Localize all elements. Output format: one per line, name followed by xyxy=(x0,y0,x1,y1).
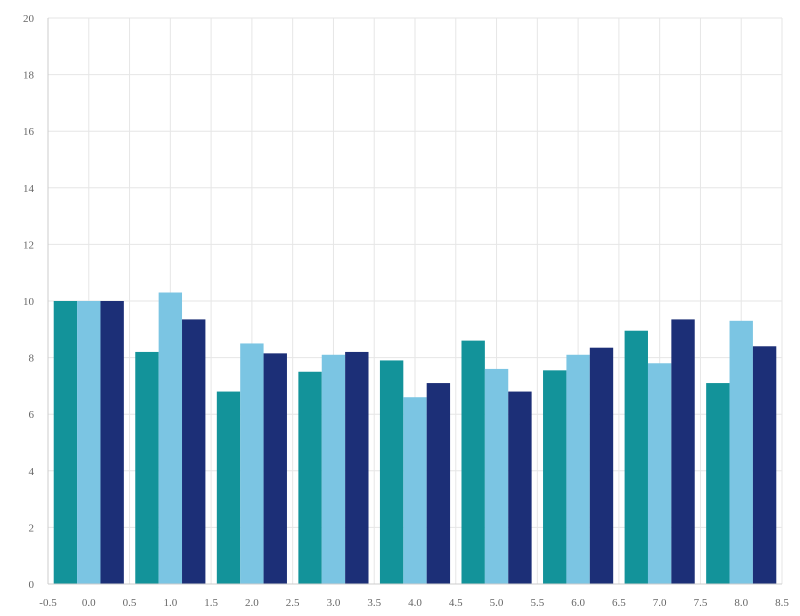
x-tick-label: 6.0 xyxy=(571,597,585,609)
x-tick-label: 2.0 xyxy=(245,597,259,609)
x-tick-label: 1.5 xyxy=(204,597,218,609)
x-tick-label: 2.5 xyxy=(286,597,300,609)
bar xyxy=(100,301,124,584)
x-tick-label: 0.5 xyxy=(123,597,137,609)
x-tick-label: 3.5 xyxy=(367,597,381,609)
y-tick-label: 8 xyxy=(29,353,35,365)
x-tick-label: -0.5 xyxy=(39,597,57,609)
bar xyxy=(321,354,346,584)
x-tick-label: 4.0 xyxy=(408,597,422,609)
bar xyxy=(216,391,241,584)
bar xyxy=(729,320,753,584)
bar xyxy=(240,343,264,584)
bar xyxy=(345,351,369,584)
bar xyxy=(77,301,101,584)
bar xyxy=(589,347,614,584)
bar xyxy=(624,330,648,584)
bar xyxy=(298,371,322,584)
bar xyxy=(543,370,567,584)
x-tick-label: 7.5 xyxy=(694,597,708,609)
bar xyxy=(706,383,730,584)
axes xyxy=(47,18,782,585)
y-tick-label: 16 xyxy=(23,126,35,138)
y-tick-label: 20 xyxy=(23,13,35,25)
x-tick-label: 6.5 xyxy=(612,597,626,609)
y-tick-label: 10 xyxy=(23,296,35,308)
bar xyxy=(135,351,159,584)
bar xyxy=(484,368,509,584)
x-tick-label: 1.0 xyxy=(163,597,177,609)
bar xyxy=(158,292,183,584)
y-tick-label: 4 xyxy=(29,466,35,478)
bar xyxy=(53,301,78,584)
y-tick-label: 14 xyxy=(23,183,35,195)
y-tick-label: 6 xyxy=(29,409,35,421)
x-tick-label: 0.0 xyxy=(82,597,96,609)
y-tick-label: 12 xyxy=(23,239,34,251)
x-tick-label: 8.5 xyxy=(775,597,789,609)
bar xyxy=(566,354,590,584)
bar xyxy=(508,391,532,584)
bar xyxy=(426,383,451,584)
x-tick-labels: -0.5 0.0 0.5 1.0 1.5 2.0 2.5 3.0 3.5 4.0 4.5 5.0 5.5… xyxy=(39,597,789,609)
bar xyxy=(379,360,404,584)
y-tick-labels: 0 2 4 6 8 10 12 14 16 18 20 xyxy=(23,13,35,591)
x-tick-label: 4.5 xyxy=(449,597,463,609)
bar xyxy=(647,363,672,584)
bar xyxy=(671,319,695,584)
y-tick-label: 2 xyxy=(29,522,35,534)
bars xyxy=(53,292,777,584)
x-tick-label: 3.0 xyxy=(327,597,341,609)
bar xyxy=(263,353,287,584)
bar xyxy=(182,319,206,584)
bar xyxy=(752,346,777,584)
x-tick-label: 5.0 xyxy=(490,597,504,609)
bar xyxy=(403,397,427,584)
x-tick-label: 7.0 xyxy=(653,597,667,609)
y-tick-label: 0 xyxy=(29,579,35,591)
y-tick-label: 18 xyxy=(23,70,35,82)
bar xyxy=(461,340,485,584)
x-tick-label: 8.0 xyxy=(734,597,748,609)
x-tick-label: 5.5 xyxy=(530,597,544,609)
